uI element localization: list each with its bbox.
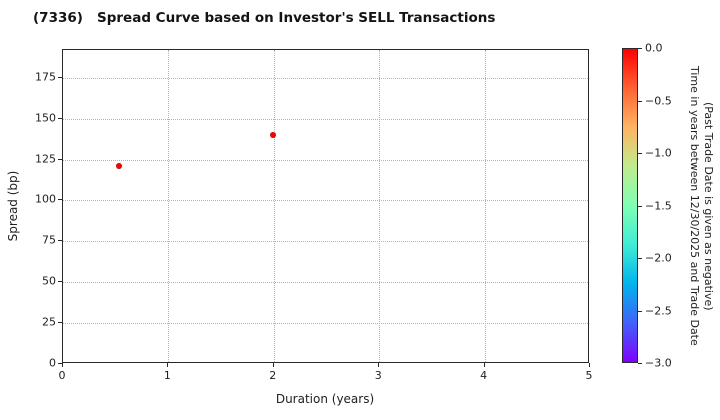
x-gridline [379,50,381,362]
x-tick-mark [62,363,63,367]
y-tick-mark [58,363,62,364]
y-tick-label: 75 [42,233,56,247]
x-tick-mark [272,363,274,367]
colorbar-axis-label: Time in years between 12/30/2025 and Tra… [687,49,715,363]
colorbar-tick-label: −1.5 [645,199,672,212]
colorbar-label-line1: Time in years between 12/30/2025 and Tra… [688,66,701,346]
colorbar-tick-mark [638,258,642,259]
chart-title: (7336) Spread Curve based on Investor's … [33,10,496,26]
colorbar-tick-label: −0.5 [645,94,672,107]
y-gridline [63,118,588,120]
x-gridline [273,50,275,362]
y-gridline [63,159,588,161]
x-tick-label: 4 [480,369,488,382]
y-tick-label: 150 [35,111,56,125]
y-gridline [63,323,588,325]
x-tick-mark [167,363,169,367]
y-tick-label: 50 [42,274,56,288]
y-tick-mark [58,281,62,283]
y-tick-label: 125 [35,152,56,166]
x-tick-label: 1 [163,369,171,382]
y-tick-mark [58,117,62,119]
y-gridline [63,77,588,79]
colorbar-tick-mark [638,48,642,49]
x-tick-mark [589,363,590,367]
x-tick-label: 0 [58,369,66,382]
x-tick-mark [483,363,485,367]
colorbar-tick-label: −2.0 [645,251,672,265]
y-gridline [63,282,588,284]
x-tick-label: 3 [374,369,382,382]
x-axis-label: Duration (years) [275,392,375,406]
colorbar [622,48,638,363]
x-tick-mark [378,363,380,367]
data-point [270,132,276,138]
colorbar-tick-mark [638,100,642,102]
y-tick-mark [58,76,62,78]
y-tick-label: 100 [35,192,56,206]
y-tick-label: 175 [35,70,56,84]
y-tick-label: 0 [49,356,56,370]
colorbar-tick-label: −2.5 [645,304,672,317]
colorbar-tick-label: 0.0 [645,41,663,55]
x-gridline [484,50,486,362]
y-gridline [63,241,588,243]
x-gridline [168,50,170,362]
y-axis-label: Spread (bp) [6,170,20,242]
colorbar-tick-mark [638,363,642,364]
y-tick-mark [58,240,62,242]
plot-area [62,49,589,363]
y-tick-mark [58,158,62,160]
y-tick-mark [58,199,62,201]
x-tick-label: 2 [269,369,277,382]
y-tick-label: 25 [42,315,56,329]
colorbar-tick-mark [638,153,642,154]
colorbar-tick-mark [638,310,642,312]
colorbar-tick-label: −3.0 [645,356,672,370]
colorbar-tick-label: −1.0 [645,146,672,160]
y-tick-mark [58,322,62,324]
colorbar-tick-mark [638,205,642,207]
x-tick-label: 5 [585,369,593,382]
data-point [116,163,122,169]
y-gridline [63,200,588,202]
colorbar-label-line2: (Past Trade Date is given as negative) [702,101,715,311]
